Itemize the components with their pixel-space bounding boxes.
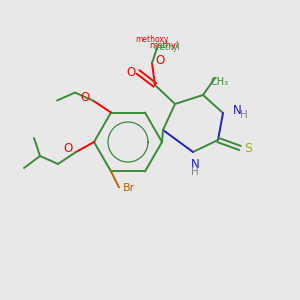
- Text: methyl: methyl: [149, 41, 179, 50]
- Text: H: H: [240, 110, 248, 120]
- Text: H: H: [191, 167, 199, 177]
- Text: Br: Br: [123, 183, 135, 194]
- Text: methyl: methyl: [154, 44, 180, 52]
- Text: S: S: [244, 142, 252, 154]
- Text: O: O: [155, 53, 165, 67]
- Text: O: O: [80, 91, 90, 104]
- Text: N: N: [190, 158, 200, 170]
- Text: N: N: [232, 103, 242, 116]
- Text: O: O: [63, 142, 73, 155]
- Text: methoxy: methoxy: [135, 35, 169, 44]
- Text: O: O: [126, 65, 136, 79]
- Text: CH₃: CH₃: [211, 77, 229, 87]
